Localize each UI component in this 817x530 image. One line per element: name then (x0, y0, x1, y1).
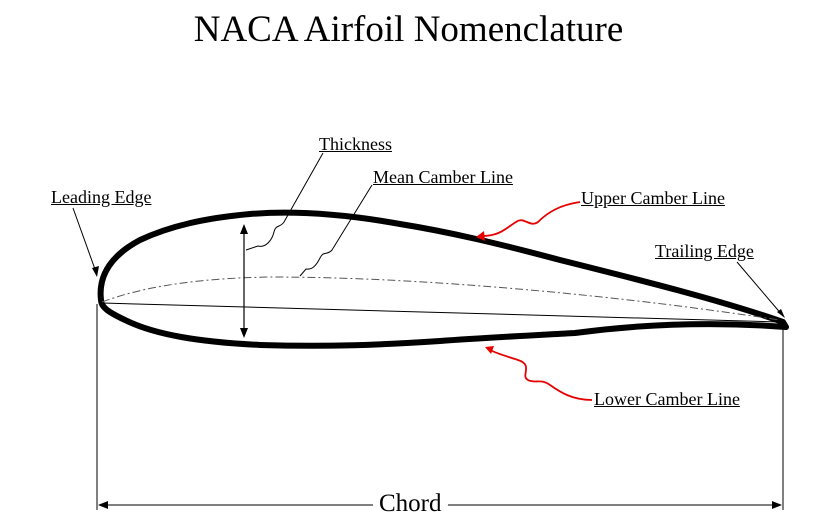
lower-camber-pointer (489, 349, 593, 401)
label-trailing-edge: Trailing Edge (655, 241, 754, 261)
leading-edge-leader (72, 207, 97, 273)
mean-camber-leader (299, 184, 373, 277)
thickness-arrow-bottom-head (240, 328, 248, 338)
thickness-leader (245, 152, 324, 251)
diagram-title: NACA Airfoil Nomenclature (193, 9, 624, 50)
upper-camber-arrow-head (476, 231, 485, 241)
trailing-edge-leader (736, 261, 784, 317)
chord-line (101, 302, 781, 323)
label-leading-edge: Leading Edge (51, 187, 152, 207)
airfoil-outline (97, 209, 789, 349)
trailing-edge-arrow-head (777, 309, 785, 318)
label-chord: Chord (373, 490, 448, 518)
label-upper-camber-line: Upper Camber Line (581, 188, 725, 208)
chord-arrow-right-head (772, 501, 782, 509)
chord-arrow-left-head (98, 501, 108, 509)
thickness-arrow-top-head (240, 224, 248, 234)
label-thickness: Thickness (319, 134, 392, 154)
mean-camber-line (101, 276, 781, 321)
label-lower-camber-line: Lower Camber Line (594, 389, 740, 409)
leading-edge-arrow-head (92, 266, 99, 277)
label-mean-camber-line: Mean Camber Line (373, 167, 513, 187)
upper-camber-pointer (481, 201, 581, 237)
lower-camber-arrow-head (485, 346, 494, 354)
